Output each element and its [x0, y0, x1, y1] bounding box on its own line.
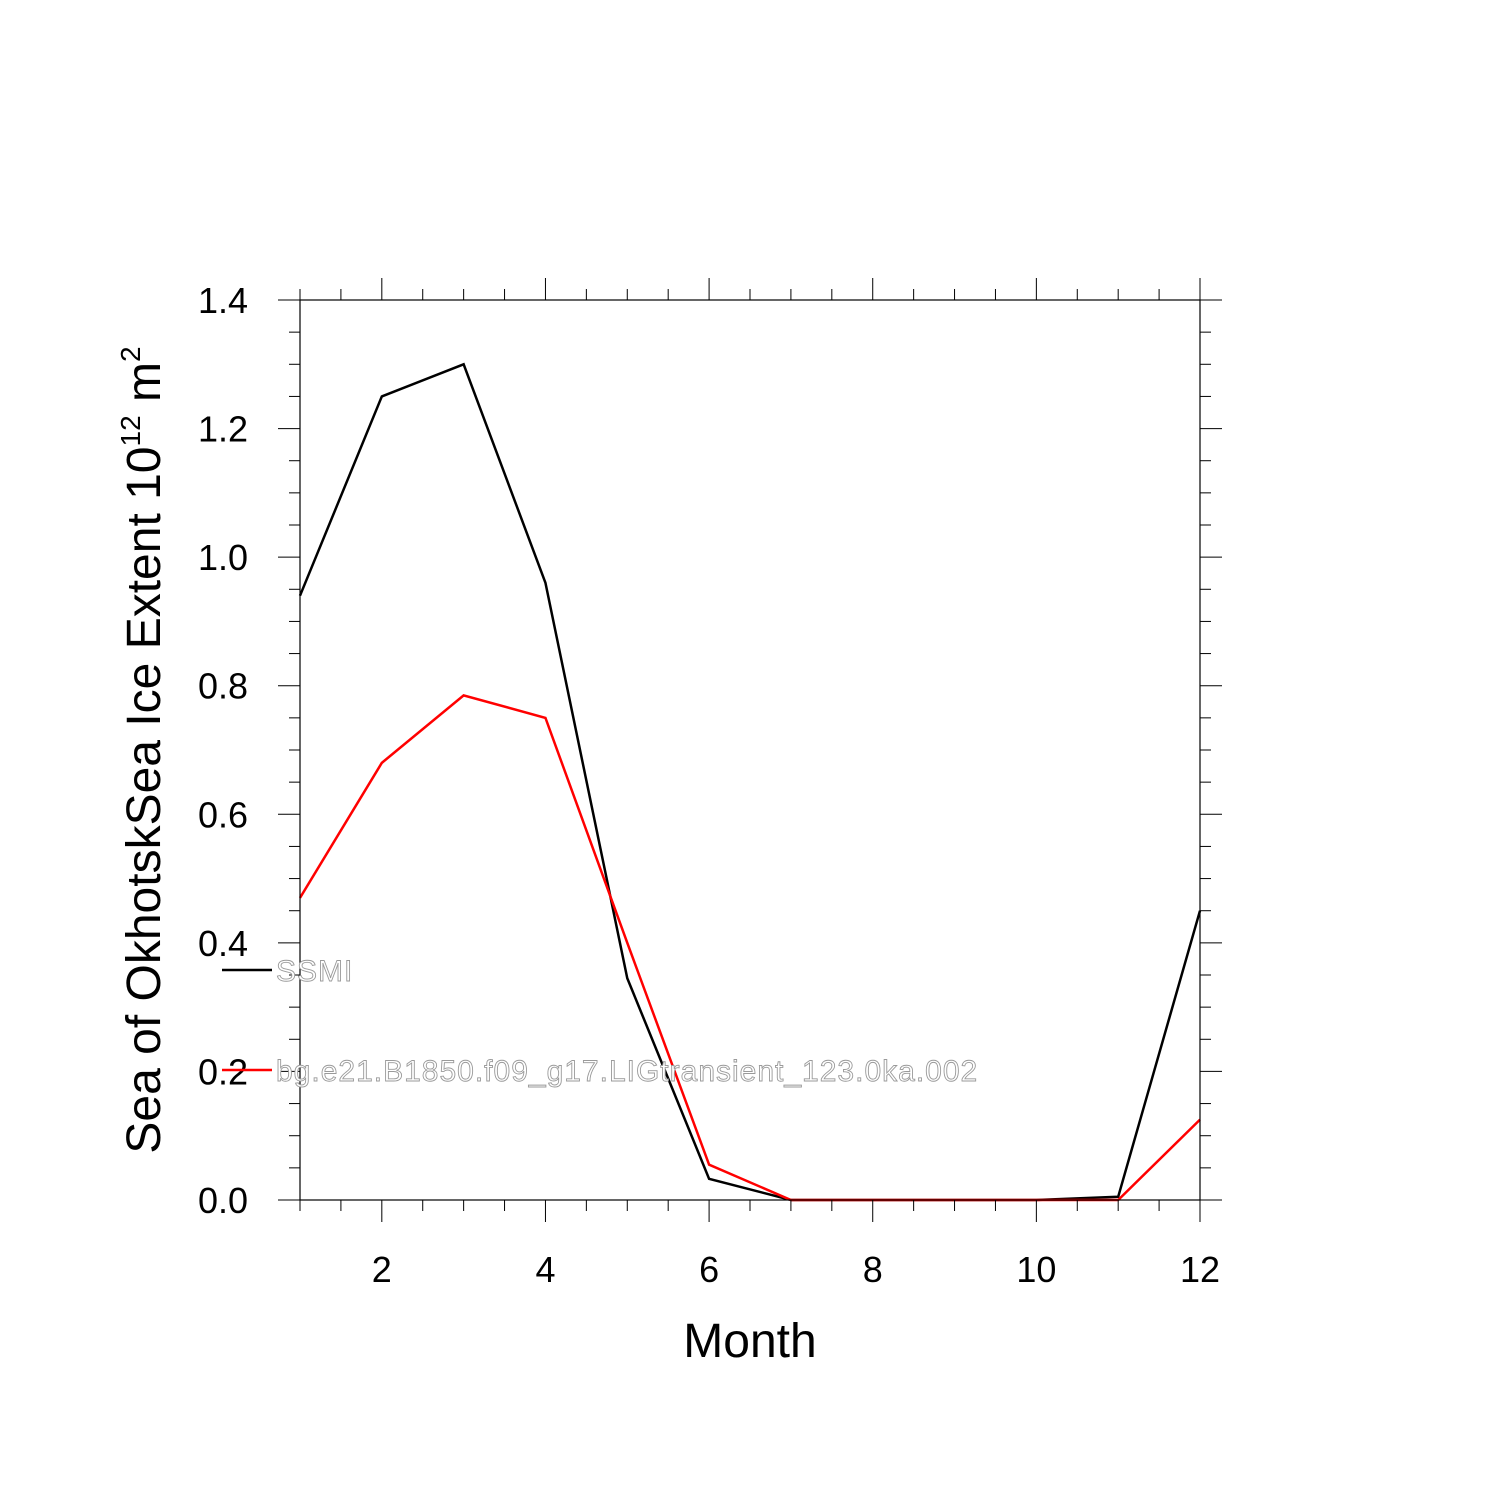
- x-tick-label: 4: [535, 1249, 555, 1290]
- legend: SSMI bg.e21.B1850.f09_g17.LIGtransient_12…: [222, 955, 978, 1088]
- y-tick-label: 0.6: [198, 794, 248, 835]
- y-tick-label: 0.4: [198, 923, 248, 964]
- axes-layer: [278, 278, 1222, 1222]
- series-line-2: [298, 693, 1201, 1202]
- x-axis-label: Month: [683, 1315, 816, 1368]
- legend-label-2: bg.e21.B1850.f09_g17.LIGtransient_123.0k…: [276, 1055, 978, 1088]
- legend-label-1: SSMI: [276, 955, 353, 988]
- x-tick-label: 12: [1180, 1249, 1220, 1290]
- y-tick-label: 1.2: [198, 409, 248, 450]
- y-tick-label: 1.4: [198, 280, 248, 321]
- y-tick-label: 1.0: [198, 537, 248, 578]
- x-tick-label: 2: [372, 1249, 392, 1290]
- x-tick-label: 10: [1016, 1249, 1056, 1290]
- y-tick-label: 0.8: [198, 666, 248, 707]
- x-tick-label: 8: [863, 1249, 883, 1290]
- y-tick-label: 0.2: [198, 1051, 248, 1092]
- y-tick-label: 0.0: [198, 1180, 248, 1221]
- labels-layer: 2 4 6 8 10 12 0.0 0.2 0.4 0.6 0.8 1.0 1.2 1.4 Month Sea…: [115, 280, 1220, 1368]
- x-tick-label: 6: [699, 1249, 719, 1290]
- y-axis-label: Sea of OkhotskSea Ice Extent 1012 m2: [115, 346, 171, 1153]
